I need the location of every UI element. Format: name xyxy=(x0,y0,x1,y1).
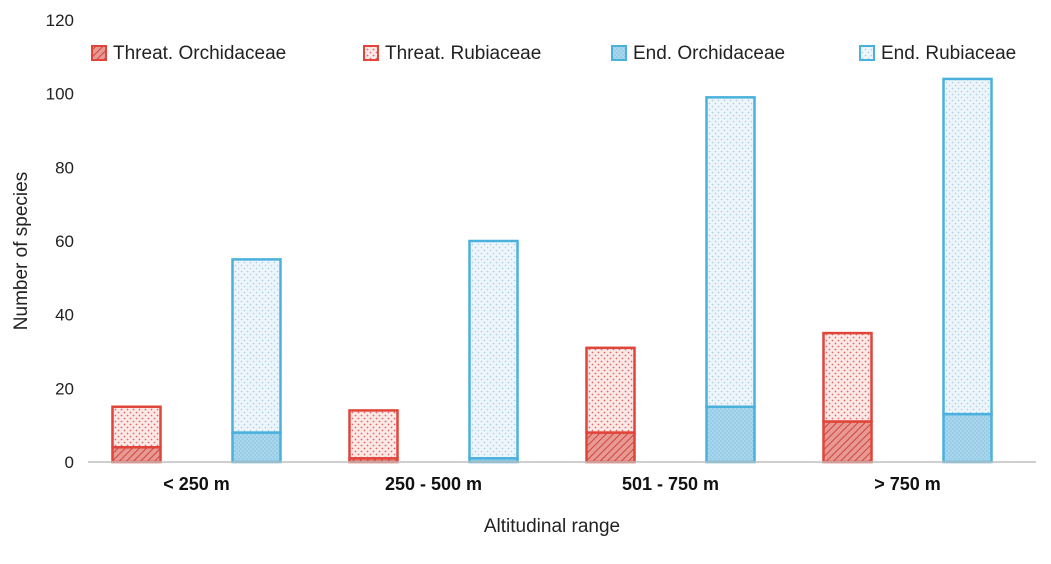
legend-swatch xyxy=(363,45,379,61)
bar-end-rubiaceae xyxy=(231,258,282,434)
y-axis-ticks: 0 20 40 60 80 100 120 xyxy=(46,11,74,472)
x-axis-categories: < 250 m 250 - 500 m 501 - 750 m > 750 m xyxy=(163,474,941,494)
bar-end-rubiaceae xyxy=(468,239,519,460)
bar-threat-orchidaceae xyxy=(822,420,873,464)
y-tick-label: 40 xyxy=(55,306,74,325)
x-category-label: > 750 m xyxy=(874,474,941,494)
y-tick-label: 20 xyxy=(55,379,74,398)
legend-swatch xyxy=(859,45,875,61)
x-category-label: < 250 m xyxy=(163,474,230,494)
bar-threat-rubiaceae xyxy=(822,331,873,423)
legend-label: End. Orchidaceae xyxy=(633,43,785,64)
x-axis-title: Altitudinal range xyxy=(484,516,620,537)
y-axis-title: Number of species xyxy=(11,172,32,330)
legend-label: End. Rubiaceae xyxy=(881,43,1016,64)
x-category-label: 250 - 500 m xyxy=(385,474,482,494)
bar-end-orchidaceae xyxy=(705,405,756,464)
y-tick-label: 60 xyxy=(55,232,74,251)
bar-threat-rubiaceae xyxy=(585,346,636,434)
bar-threat-rubiaceae xyxy=(111,405,162,449)
y-tick-label: 80 xyxy=(55,158,74,177)
x-category-label: 501 - 750 m xyxy=(622,474,719,494)
bar-threat-orchidaceae xyxy=(585,431,636,464)
y-tick-label: 120 xyxy=(46,11,74,30)
bar-threat-rubiaceae xyxy=(348,409,399,460)
bar-end-orchidaceae xyxy=(231,431,282,464)
y-tick-label: 100 xyxy=(46,85,74,104)
bar-end-orchidaceae xyxy=(942,412,993,464)
bar-end-rubiaceae xyxy=(942,77,993,416)
legend-label: Threat. Rubiaceae xyxy=(385,43,541,64)
legend: Threat. Orchidaceae Threat. Rubiaceae End.… xyxy=(91,43,1016,64)
legend-label: Threat. Orchidaceae xyxy=(113,43,286,64)
bars xyxy=(111,77,993,464)
y-tick-label: 0 xyxy=(65,453,74,472)
legend-swatch xyxy=(91,45,107,61)
bar-end-rubiaceae xyxy=(705,96,756,408)
bar-threat-orchidaceae xyxy=(111,446,162,464)
legend-swatch xyxy=(611,45,627,61)
